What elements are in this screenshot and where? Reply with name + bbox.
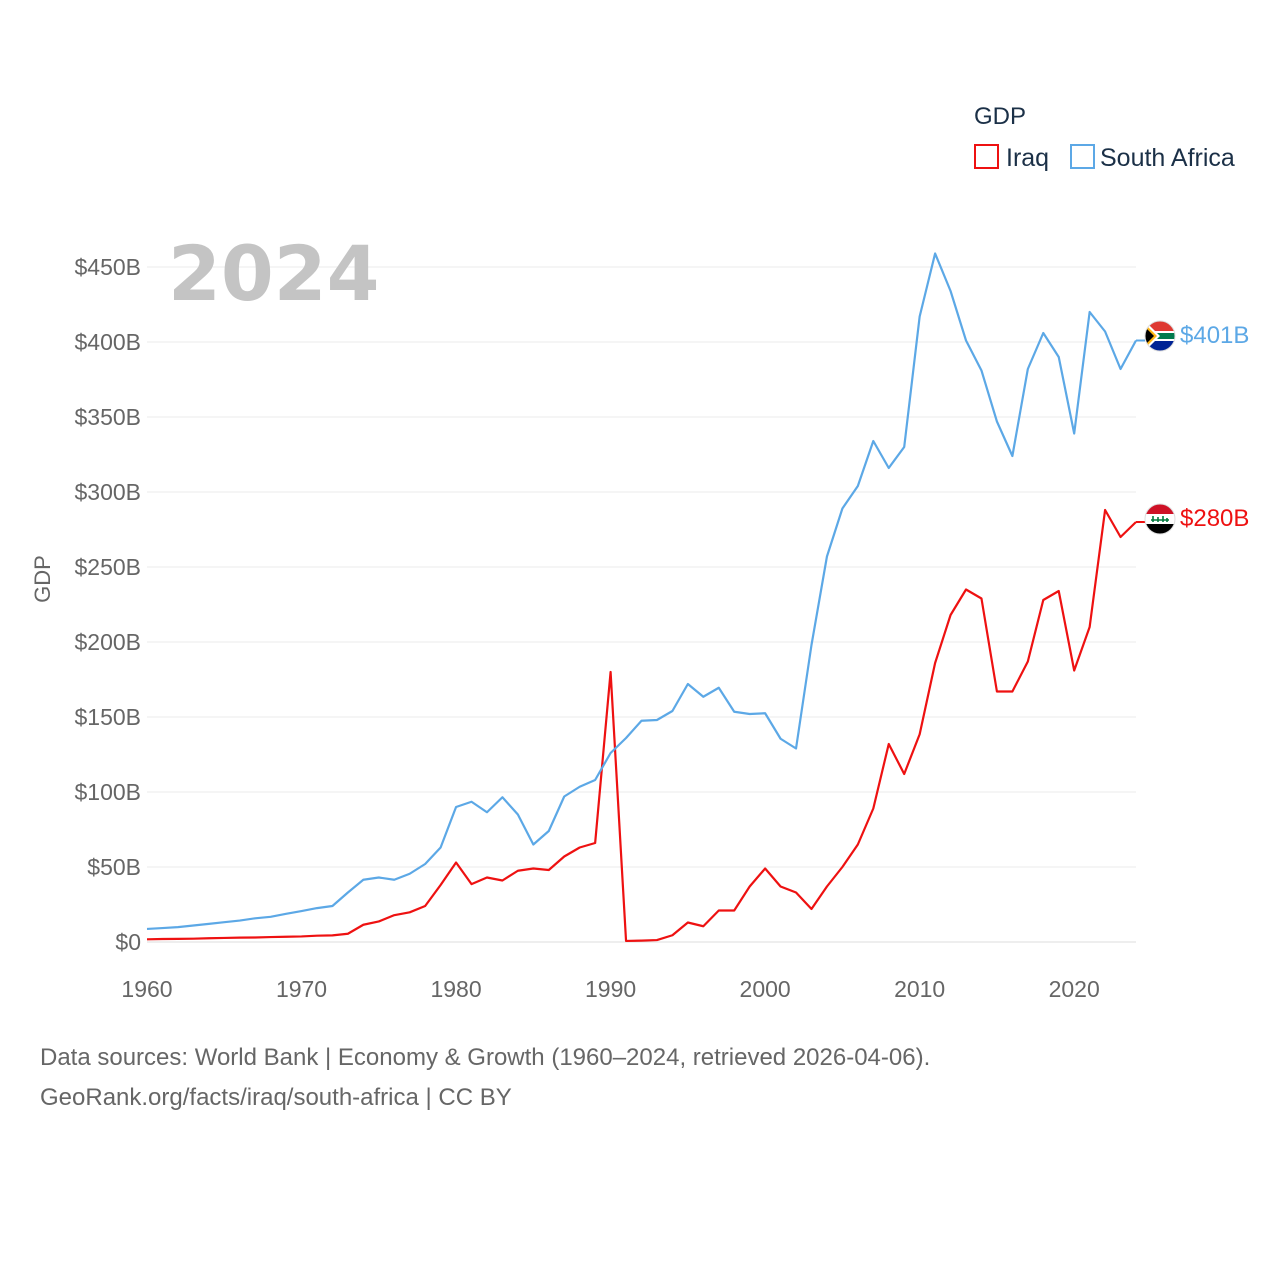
series-lines — [146, 252, 1145, 943]
y-axis-label: GDP — [30, 555, 55, 603]
x-tick-label: 2000 — [740, 976, 791, 1002]
y-tick-label: $300B — [74, 479, 141, 505]
x-tick-label: 2010 — [894, 976, 945, 1002]
legend-swatch-south-africa[interactable] — [1070, 144, 1095, 169]
footer-attribution: GeoRank.org/facts/iraq/south-africa | CC… — [40, 1084, 512, 1111]
end-label-iraq: $280B — [1180, 505, 1249, 532]
y-tick-label: $50B — [87, 854, 141, 880]
x-axis-ticks: 1960 1970 1980 1990 2000 2010 2020 — [121, 976, 1099, 1002]
y-tick-label: $100B — [74, 779, 141, 805]
iraq-flag-icon — [1145, 504, 1175, 534]
series-line-south-africa[interactable] — [146, 252, 1137, 931]
x-tick-label: 2020 — [1049, 976, 1100, 1002]
y-tick-label: $150B — [74, 704, 141, 730]
x-tick-label: 1990 — [585, 976, 636, 1002]
gridlines — [147, 266, 1136, 943]
y-axis-ticks: $0 $50B $100B $150B $200B $250B $300B $350B $400… — [74, 254, 141, 955]
year-watermark: 2024 — [168, 229, 380, 318]
y-tick-label: $200B — [74, 629, 141, 655]
legend-label-iraq[interactable]: Iraq — [1006, 144, 1049, 172]
end-label-south-africa: $401B — [1180, 322, 1249, 349]
south-africa-flag-border — [1144, 320, 1176, 352]
y-tick-label: $400B — [74, 329, 141, 355]
footer-sources: Data sources: World Bank | Economy & Gro… — [40, 1044, 931, 1071]
y-tick-label: $250B — [74, 554, 141, 580]
legend-label-south-africa[interactable]: South Africa — [1100, 144, 1235, 172]
legend-swatch-iraq[interactable] — [974, 144, 999, 169]
x-tick-label: 1970 — [276, 976, 327, 1002]
x-tick-label: 1980 — [430, 976, 481, 1002]
series-line-iraq[interactable] — [146, 508, 1137, 943]
x-tick-label: 1960 — [121, 976, 172, 1002]
legend-title: GDP — [974, 103, 1026, 130]
iraq-flag-border — [1144, 503, 1176, 535]
y-tick-label: $0 — [115, 929, 141, 955]
south-africa-flag-icon — [1145, 321, 1175, 351]
y-tick-label: $450B — [74, 254, 141, 280]
y-tick-label: $350B — [74, 404, 141, 430]
